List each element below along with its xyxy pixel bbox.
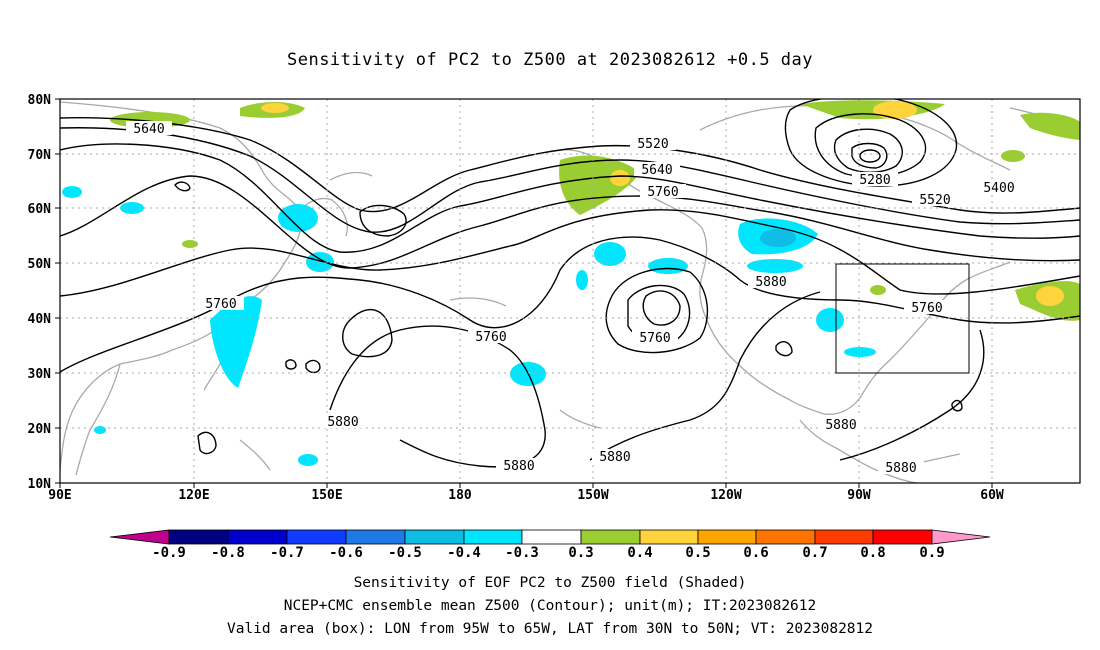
lat-label: 10N [28, 477, 52, 492]
lon-label: 90W [847, 488, 871, 503]
colorbar-swatch [168, 529, 229, 545]
contour-label: 5880 [885, 461, 916, 476]
colorbar-swatch [345, 529, 406, 545]
lat-label: 50N [28, 257, 52, 272]
colorbar-label: -0.7 [270, 545, 304, 561]
contour-label: 5280 [859, 173, 890, 188]
colorbar-swatch [404, 529, 465, 545]
plot-frame [59, 98, 1081, 484]
colorbar-swatch [580, 529, 641, 545]
lat-label: 30N [28, 367, 52, 382]
colorbar-swatch [109, 529, 170, 545]
contour-label: 5640 [641, 163, 672, 178]
lon-label: 120E [178, 488, 209, 503]
latitude-labels: 80N 70N 60N 50N 40N 30N 20N 10N [28, 93, 52, 492]
colorbar-swatch [697, 529, 757, 545]
colorbar-label: -0.6 [329, 545, 363, 561]
lon-label: 90E [48, 488, 71, 503]
lat-label: 70N [28, 148, 52, 163]
lon-label: 150W [577, 488, 608, 503]
colorbar-label: 0.9 [919, 545, 944, 561]
contour-label: 5760 [475, 330, 506, 345]
colorbar-swatch [227, 529, 288, 545]
contour-label: 5880 [503, 459, 534, 474]
colorbar-label: -0.4 [447, 545, 481, 561]
lat-label: 40N [28, 312, 52, 327]
contour-label: 5880 [755, 275, 786, 290]
z500-sensitivity-map: 5640 5520 5640 5760 5280 5400 5520 5760 … [28, 93, 1081, 561]
colorbar-label: 0.7 [802, 545, 827, 561]
lon-label: 150E [311, 488, 342, 503]
colorbar-swatch [463, 529, 523, 545]
colorbar-label: -0.8 [211, 545, 245, 561]
lat-label: 20N [28, 422, 52, 437]
caption-valid-area: Valid area (box): LON from 95W to 65W, L… [226, 621, 873, 637]
colorbar-swatch [286, 529, 347, 545]
colorbar-swatch [872, 529, 933, 545]
contour-label: 5880 [825, 418, 856, 433]
contour-label: 5400 [983, 181, 1014, 196]
colorbar-label: -0.3 [505, 545, 539, 561]
lon-label: 180 [448, 488, 472, 503]
caption-shading: Sensitivity of EOF PC2 to Z500 field (Sh… [353, 575, 747, 591]
contour-label: 5760 [911, 301, 942, 316]
valid-area-box [835, 263, 970, 374]
caption-contour: NCEP+CMC ensemble mean Z500 (Contour); u… [283, 598, 817, 614]
colorbar-swatch [931, 529, 991, 545]
colorbar [109, 529, 991, 545]
colorbar-label: -0.9 [152, 545, 186, 561]
colorbar-swatch [639, 529, 699, 545]
colorbar-label: 0.8 [860, 545, 885, 561]
contour-label: 5880 [327, 415, 358, 430]
longitude-labels: 90E 120E 150E 180 150W 120W 90W 60W [48, 488, 1004, 503]
contour-label: 5760 [647, 185, 678, 200]
colorbar-swatch [755, 529, 816, 545]
lat-label: 80N [28, 93, 52, 108]
colorbar-label: 0.6 [743, 545, 768, 561]
contour-labels: 5640 5520 5640 5760 5280 5400 5520 5760 … [126, 121, 1022, 476]
contour-label: 5520 [919, 193, 950, 208]
colorbar-label: 0.3 [568, 545, 593, 561]
colorbar-swatch [521, 529, 582, 545]
colorbar-label: -0.5 [388, 545, 422, 561]
lon-label: 120W [710, 488, 741, 503]
colorbar-labels: -0.9 -0.8 -0.7 -0.6 -0.5 -0.4 -0.3 0.3 0… [152, 545, 945, 561]
contour-label: 5520 [637, 137, 668, 152]
axis-ticks [55, 98, 993, 488]
contour-label: 5760 [205, 297, 236, 312]
lon-label: 60W [980, 488, 1004, 503]
plot-area [60, 99, 1080, 483]
colorbar-label: 0.5 [685, 545, 710, 561]
map-title: Sensitivity of PC2 to Z500 at 2023082612… [286, 50, 813, 70]
colorbar-label: 0.4 [627, 545, 652, 561]
lat-label: 60N [28, 202, 52, 217]
colorbar-swatch [814, 529, 874, 545]
contour-label: 5640 [133, 122, 164, 137]
contour-label: 5760 [639, 331, 670, 346]
contour-label: 5880 [599, 450, 630, 465]
